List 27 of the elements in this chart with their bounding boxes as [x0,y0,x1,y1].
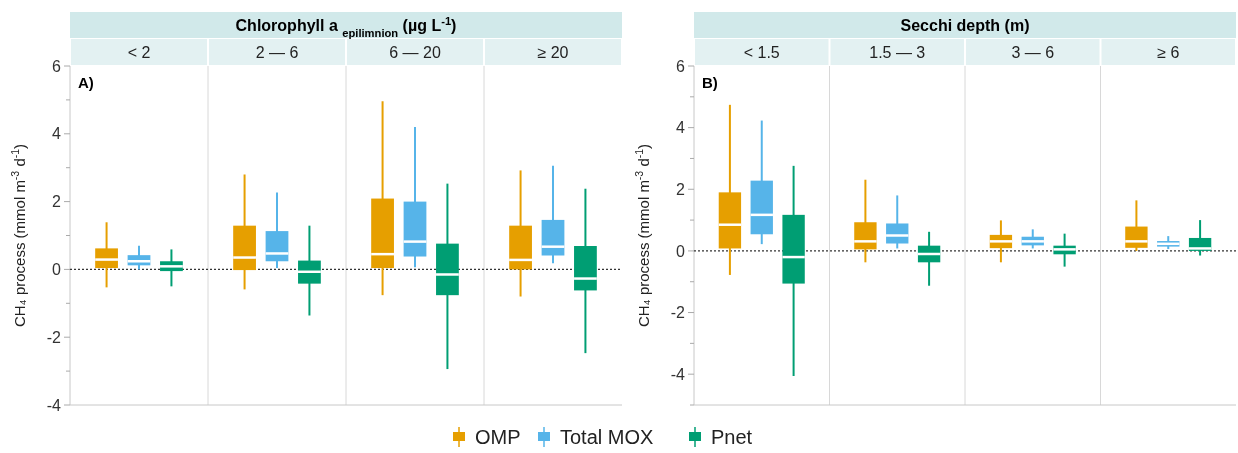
x-tick-label: < 1.5 [743,44,780,61]
y-tick-label: -2 [46,328,62,346]
legend-label: Total MOX [560,426,654,448]
y-tick-label: 2 [52,193,62,211]
chart-title: Chlorophyll a $_{epilimnion}$ (µg L$^{-1}$) [235,15,457,39]
x-tick-label: ≥ 20 [537,44,569,61]
y-tick-label: -4 [46,396,62,414]
x-tick-label: ≥ 6 [1157,44,1180,61]
legend-label: Pnet [711,426,753,448]
y-tick-label: 4 [52,125,62,143]
y-tick-label: 6 [676,57,686,75]
y-tick-label: 0 [52,261,62,278]
y-tick-label: 0 [676,242,686,260]
annotation: B) [702,74,718,91]
y-tick-label: -4 [670,365,686,383]
chart-title: Secchi depth (m) [900,17,1030,34]
x-tick-label: 3 — 6 [1011,44,1055,61]
annotation: A) [78,74,94,91]
x-tick-label: 6 — 20 [389,44,441,61]
x-tick-label: 2 — 6 [255,44,299,61]
y-tick-label: -2 [670,304,686,322]
y-tick-label: 6 [52,57,62,75]
legend-label: OMP [475,426,521,448]
y-tick-label: 4 [676,119,686,137]
x-tick-label: < 2 [127,44,151,61]
x-tick-label: 1.5 — 3 [869,44,926,61]
y-tick-label: 2 [676,180,686,198]
